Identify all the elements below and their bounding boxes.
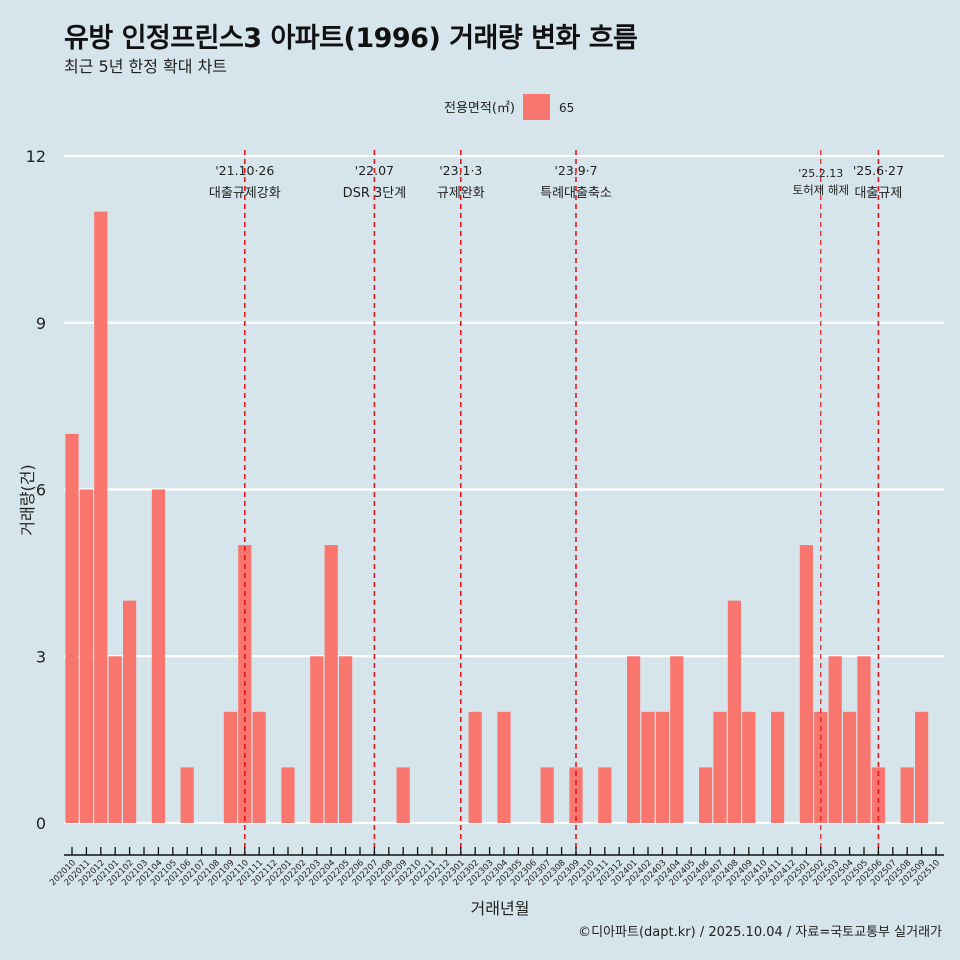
legend: 전용면적(㎡) 65: [444, 94, 574, 120]
chart-title: 유방 인정프린스3 아파트(1996) 거래량 변화 흐름: [64, 23, 638, 54]
chart-subtitle: 최근 5년 한정 확대 차트: [64, 57, 228, 76]
event-date: '22.07: [355, 163, 394, 178]
bar-202106: [180, 767, 194, 823]
bar-202012: [94, 211, 108, 824]
bar-202407: [713, 711, 727, 823]
event-label: 대출규제: [854, 186, 902, 201]
event-date: '23.9·7: [554, 163, 597, 178]
event-date: '21.10·26: [215, 163, 274, 178]
bar-202509: [915, 711, 929, 823]
event-label: DSR 3단계: [343, 186, 407, 201]
bar-202309: [569, 767, 583, 823]
bar-202401: [627, 656, 641, 823]
bar-202203: [310, 656, 324, 823]
bar-202404: [670, 656, 684, 823]
x-axis-title: 거래년월: [471, 899, 530, 918]
bar-202406: [699, 767, 713, 823]
bar-202111: [252, 711, 266, 823]
bar-202501: [799, 545, 813, 823]
bar-202402: [641, 711, 655, 823]
bar-202104: [151, 489, 165, 823]
event-date: '25.6·27: [853, 163, 904, 178]
event-date: '23.1·3: [439, 163, 482, 178]
legend-label: 65: [559, 101, 574, 115]
legend-swatch: [523, 94, 550, 120]
bar-202302: [468, 711, 482, 823]
bar-202304: [497, 711, 511, 823]
y-axis-title: 거래량(건): [18, 464, 37, 535]
bar-202209: [396, 767, 410, 823]
event-date: '25.2.13: [798, 167, 843, 180]
event-label: 대출규제강화: [209, 186, 281, 201]
y-tick-label: 0: [36, 814, 46, 833]
bar-202201: [281, 767, 295, 823]
y-tick-label: 6: [36, 481, 46, 500]
bar-202109: [223, 711, 237, 823]
bar-202403: [655, 711, 669, 823]
bar-202102: [123, 600, 137, 823]
bar-202508: [900, 767, 914, 823]
bar-202503: [828, 656, 842, 823]
legend-title: 전용면적(㎡): [444, 101, 515, 116]
bar-202101: [108, 656, 122, 823]
bar-202409: [742, 711, 756, 823]
bar-202011: [79, 489, 93, 823]
bar-202506: [871, 767, 885, 823]
bar-202311: [598, 767, 612, 823]
event-label: 규제완화: [437, 186, 485, 201]
bar-202502: [814, 711, 828, 823]
y-tick-label: 12: [26, 147, 46, 166]
bar-202204: [324, 545, 338, 823]
y-tick-label: 9: [36, 314, 46, 333]
bar-202504: [843, 711, 857, 823]
bar-202505: [857, 656, 871, 823]
caption: ©디아파트(dapt.kr) / 2025.10.04 / 자료=국토교통부 실…: [578, 925, 942, 940]
bar-202307: [540, 767, 554, 823]
event-label: 특례대출축소: [540, 186, 612, 201]
event-label: 토허제 해제: [793, 183, 850, 197]
bar-202408: [727, 600, 741, 823]
bar-202010: [65, 433, 79, 823]
y-tick-label: 3: [36, 647, 46, 666]
bar-202205: [339, 656, 353, 823]
bar-202411: [771, 711, 785, 823]
